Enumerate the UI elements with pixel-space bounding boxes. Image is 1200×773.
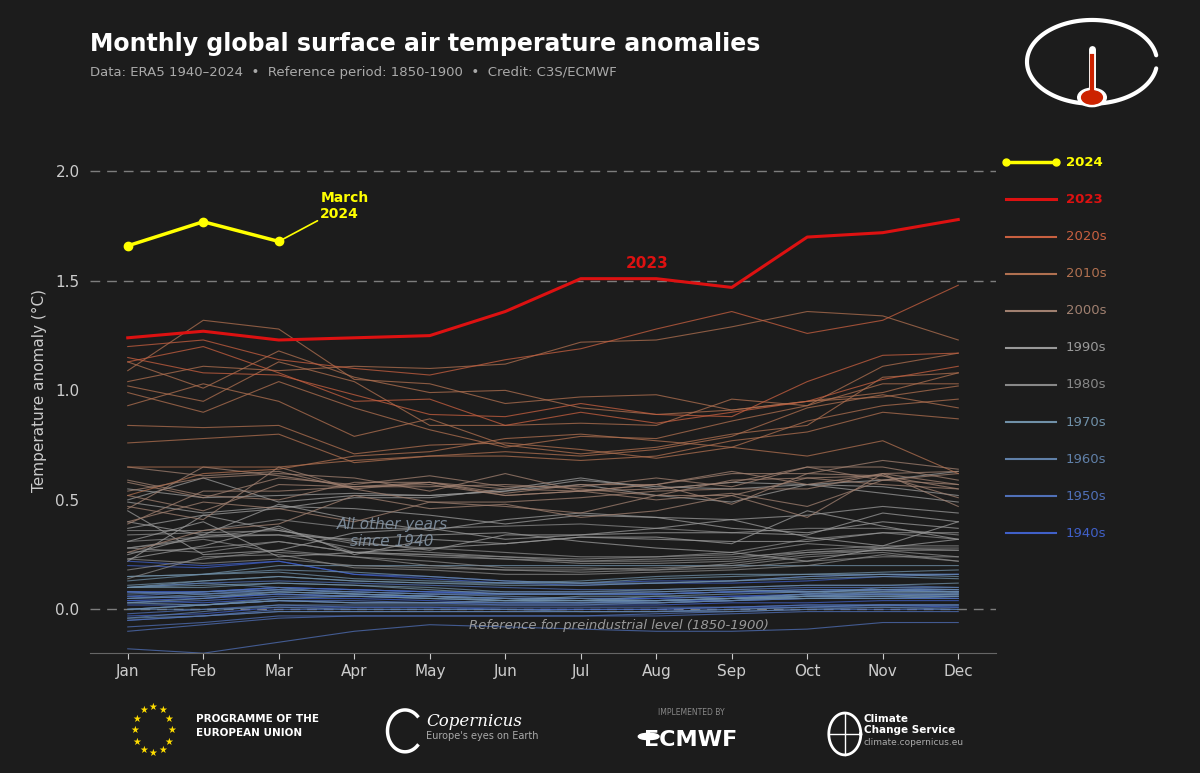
Text: 1960s: 1960s [1066,453,1106,465]
Text: IMPLEMENTED BY: IMPLEMENTED BY [658,708,725,717]
Text: 2023: 2023 [626,256,668,271]
Text: ★: ★ [164,737,173,747]
Text: Europe's eyes on Earth: Europe's eyes on Earth [426,731,539,741]
Text: 1970s: 1970s [1066,416,1106,428]
Text: 1950s: 1950s [1066,490,1106,502]
Text: 2000s: 2000s [1066,305,1106,317]
Text: ★: ★ [167,725,176,735]
Text: 2024: 2024 [1066,156,1103,169]
Circle shape [642,734,659,740]
Text: Monthly global surface air temperature anomalies: Monthly global surface air temperature a… [90,32,761,56]
Text: 1990s: 1990s [1066,342,1106,354]
Text: ★: ★ [149,702,157,712]
Text: ★: ★ [158,705,167,715]
Circle shape [638,734,655,740]
Text: Climate: Climate [864,714,910,724]
Text: Copernicus: Copernicus [426,713,522,730]
Circle shape [1081,90,1103,104]
Text: 1980s: 1980s [1066,379,1106,391]
Text: ★: ★ [133,737,142,747]
Text: 2020s: 2020s [1066,230,1106,243]
Text: 2023: 2023 [1066,193,1103,206]
Text: EUROPEAN UNION: EUROPEAN UNION [196,728,301,737]
Text: climate.copernicus.eu: climate.copernicus.eu [864,737,964,747]
Text: ★: ★ [133,713,142,724]
Text: ★: ★ [164,713,173,724]
Text: ★: ★ [149,748,157,758]
Text: March
2024: March 2024 [281,191,368,240]
Text: Reference for preindustrial level (1850-1900): Reference for preindustrial level (1850-… [468,619,768,632]
Text: ECMWF: ECMWF [644,730,737,750]
Text: ★: ★ [158,745,167,755]
Text: ★: ★ [139,745,148,755]
Text: ★: ★ [139,705,148,715]
Circle shape [1078,88,1106,107]
Text: All other years
since 1940: All other years since 1940 [336,516,448,549]
Text: 1940s: 1940s [1066,527,1106,540]
Y-axis label: Temperature anomaly (°C): Temperature anomaly (°C) [32,289,47,492]
Text: PROGRAMME OF THE: PROGRAMME OF THE [196,714,319,724]
Text: ★: ★ [130,725,139,735]
Text: 2010s: 2010s [1066,267,1106,280]
Text: Data: ERA5 1940–2024  •  Reference period: 1850-1900  •  Credit: C3S/ECMWF: Data: ERA5 1940–2024 • Reference period:… [90,66,617,79]
Text: Change Service: Change Service [864,726,955,735]
